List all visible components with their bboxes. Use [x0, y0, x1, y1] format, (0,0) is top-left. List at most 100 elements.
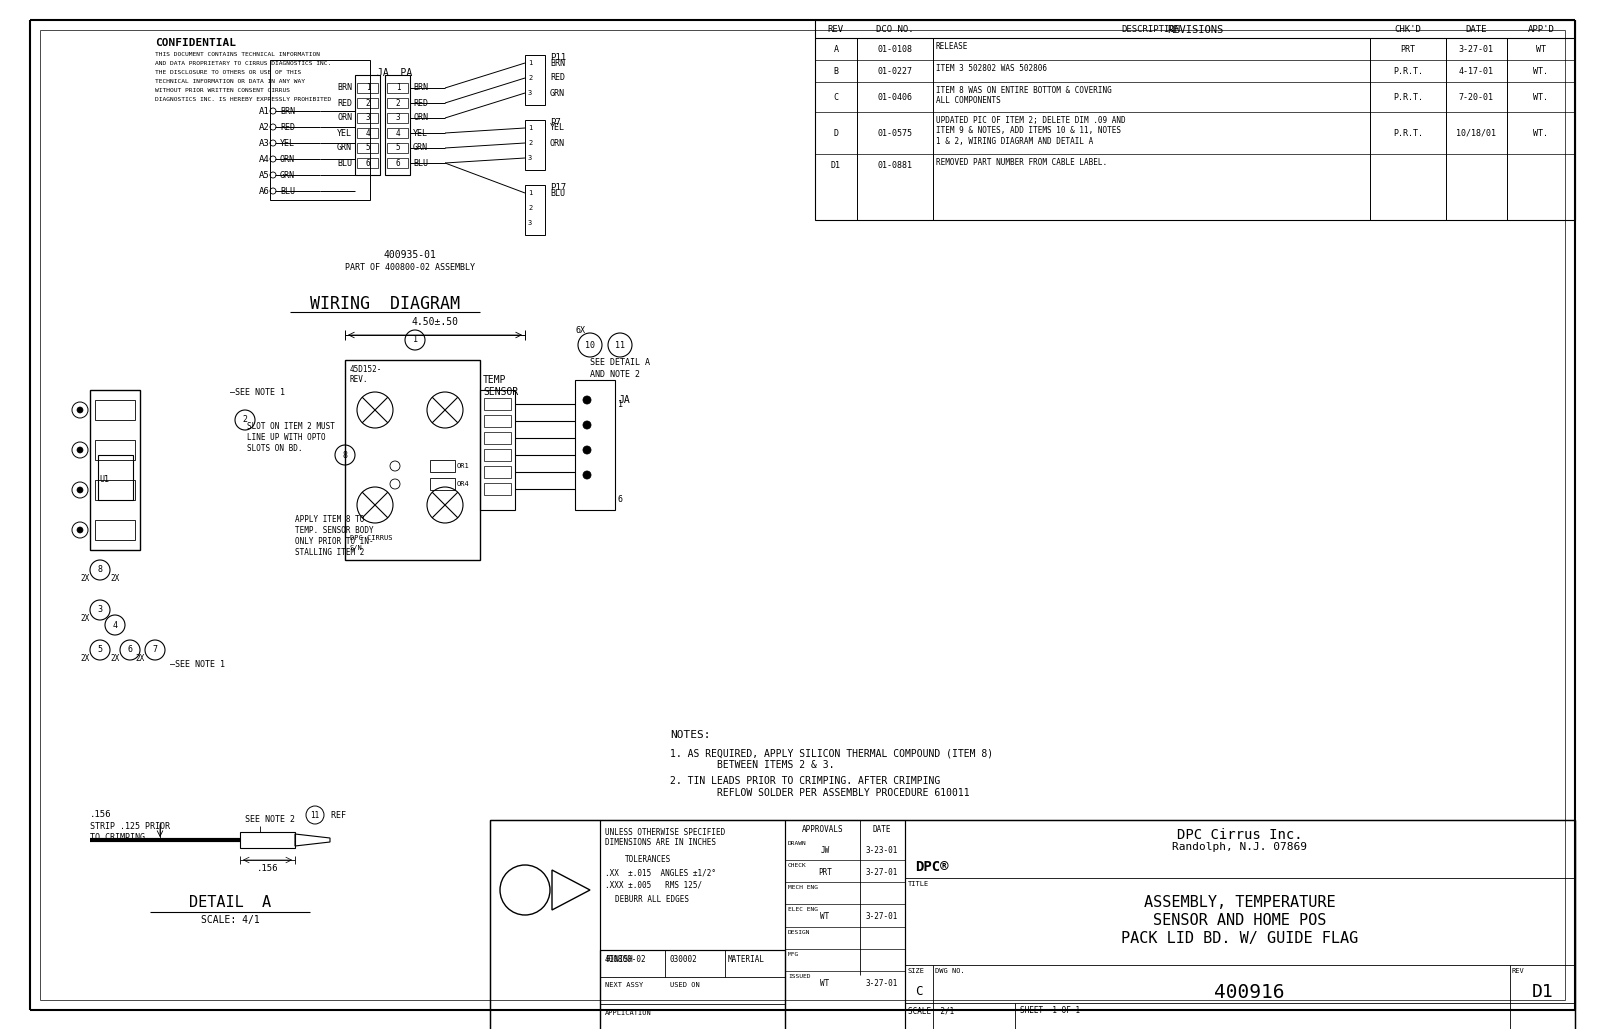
Text: A4: A4: [259, 154, 270, 164]
Text: DCO NO.: DCO NO.: [875, 26, 914, 35]
Bar: [387, 128, 408, 138]
Bar: [357, 113, 378, 123]
Text: CHK'D: CHK'D: [1394, 26, 1421, 35]
Text: 7: 7: [152, 645, 157, 654]
Bar: [525, 120, 546, 170]
Text: DESCRIPTION: DESCRIPTION: [1122, 26, 1181, 35]
Bar: [94, 440, 134, 460]
Circle shape: [77, 527, 83, 533]
Text: WT: WT: [821, 979, 830, 988]
Text: SEE DETAIL A: SEE DETAIL A: [590, 358, 650, 367]
Bar: [94, 520, 134, 540]
Bar: [814, 20, 1574, 220]
Text: YEL: YEL: [413, 129, 429, 138]
Text: 01-0575: 01-0575: [877, 129, 912, 138]
Bar: [483, 432, 510, 443]
Bar: [98, 455, 133, 500]
Text: DESIGN: DESIGN: [787, 929, 811, 934]
Text: SCALE  2/1: SCALE 2/1: [909, 1006, 954, 1015]
Circle shape: [582, 471, 590, 480]
Bar: [480, 390, 515, 510]
Text: 2X: 2X: [80, 614, 90, 623]
Text: JW: JW: [821, 846, 830, 855]
Text: TITLE: TITLE: [909, 881, 930, 887]
Text: B: B: [834, 67, 838, 75]
Text: A6: A6: [259, 186, 270, 196]
Text: APPLICATION: APPLICATION: [605, 1010, 651, 1016]
Bar: [483, 449, 510, 461]
Text: 6X: 6X: [574, 326, 586, 335]
Text: REV.: REV.: [350, 375, 368, 384]
Bar: [94, 480, 134, 500]
Bar: [386, 75, 410, 175]
Text: 4: 4: [112, 620, 117, 630]
Text: BRN: BRN: [550, 59, 565, 68]
Text: DATE: DATE: [872, 825, 891, 833]
Text: BLU: BLU: [280, 186, 294, 196]
Text: DATE: DATE: [1466, 26, 1486, 35]
Text: REV: REV: [827, 26, 843, 35]
Text: 4-17-01: 4-17-01: [1459, 67, 1494, 75]
Text: JA  PA: JA PA: [378, 68, 413, 78]
Text: OR4: OR4: [458, 481, 470, 487]
Bar: [490, 820, 600, 1029]
Text: DPC®: DPC®: [915, 860, 949, 874]
Circle shape: [77, 407, 83, 413]
Text: 6: 6: [618, 495, 622, 504]
Text: 1: 1: [618, 400, 622, 409]
Text: STALLING ITEM 2: STALLING ITEM 2: [294, 548, 365, 557]
Text: ASSEMBLY, TEMPERATURE: ASSEMBLY, TEMPERATURE: [1144, 895, 1336, 910]
Text: SCALE: 4/1: SCALE: 4/1: [200, 915, 259, 925]
Text: SENSOR AND HOME POS: SENSOR AND HOME POS: [1154, 913, 1326, 928]
Bar: [94, 400, 134, 420]
Text: NOTES:: NOTES:: [670, 730, 710, 740]
Text: 10: 10: [586, 341, 595, 350]
Text: WT: WT: [1536, 44, 1546, 54]
Text: NEXT ASSY: NEXT ASSY: [605, 982, 643, 988]
Text: 01-0881: 01-0881: [877, 161, 912, 170]
Text: 1: 1: [528, 190, 533, 196]
Text: ONLY PRIOR TO IN-: ONLY PRIOR TO IN-: [294, 537, 374, 546]
Text: P.R.T.: P.R.T.: [1392, 67, 1422, 75]
Text: GRN: GRN: [338, 143, 352, 152]
Text: SIZE: SIZE: [909, 968, 925, 974]
Text: USED ON: USED ON: [670, 982, 699, 988]
Circle shape: [582, 421, 590, 429]
Text: ITEM 8 WAS ON ENTIRE BOTTOM & COVERING
ALL COMPONENTS: ITEM 8 WAS ON ENTIRE BOTTOM & COVERING A…: [936, 86, 1112, 105]
Text: BLU: BLU: [413, 158, 429, 168]
Bar: [483, 415, 510, 427]
Text: 2X: 2X: [110, 574, 120, 583]
Text: LINE UP WITH OPTO: LINE UP WITH OPTO: [246, 433, 326, 442]
Text: ORN: ORN: [338, 113, 352, 122]
Text: WT.: WT.: [1533, 93, 1549, 102]
Bar: [355, 75, 381, 175]
Bar: [357, 143, 378, 153]
Text: 8: 8: [342, 451, 347, 460]
Circle shape: [582, 446, 590, 454]
Text: 2: 2: [528, 205, 533, 211]
Bar: [483, 398, 510, 410]
Text: 5: 5: [366, 143, 370, 152]
Text: 400935-01: 400935-01: [384, 250, 437, 260]
Text: 3-27-01: 3-27-01: [866, 868, 898, 877]
Text: 2X: 2X: [80, 574, 90, 583]
Text: 2: 2: [528, 140, 533, 146]
Text: GRN: GRN: [280, 171, 294, 179]
Text: SHEET  1 OF 1: SHEET 1 OF 1: [1021, 1006, 1080, 1015]
Text: 3: 3: [395, 113, 400, 122]
Text: OR1: OR1: [458, 463, 470, 469]
Text: P.R.T.: P.R.T.: [1392, 93, 1422, 102]
Bar: [90, 390, 141, 549]
Text: ITEM 3 502802 WAS 502806: ITEM 3 502802 WAS 502806: [936, 64, 1046, 73]
Text: 2: 2: [243, 416, 248, 425]
Text: YEL: YEL: [550, 123, 565, 133]
Text: AND NOTE 2: AND NOTE 2: [590, 370, 640, 379]
Text: TEMP
SENSOR: TEMP SENSOR: [483, 375, 518, 396]
Text: —SEE NOTE 1: —SEE NOTE 1: [170, 660, 226, 669]
Text: 11: 11: [614, 341, 626, 350]
Text: D: D: [834, 129, 838, 138]
Bar: [387, 98, 408, 108]
Text: TEMP. SENSOR BODY: TEMP. SENSOR BODY: [294, 526, 374, 535]
Text: AND DATA PROPRIETARY TO CIRRUS DIAGNOSTICS INC.: AND DATA PROPRIETARY TO CIRRUS DIAGNOSTI…: [155, 61, 331, 66]
Text: APP'D: APP'D: [1528, 26, 1554, 35]
